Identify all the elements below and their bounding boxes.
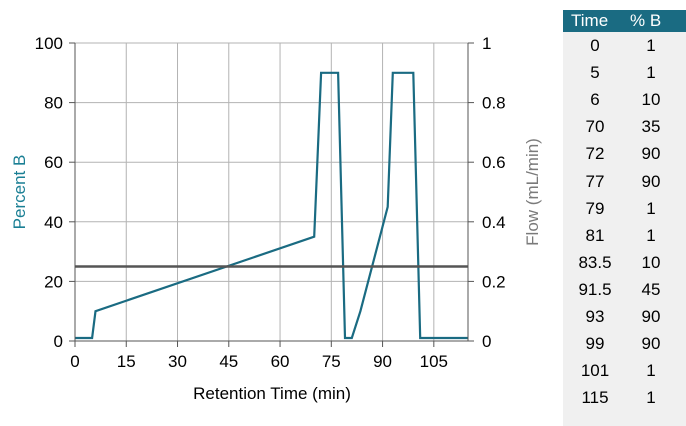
table-row: 115 1 (563, 384, 686, 411)
table-cell-time: 91.5 (578, 279, 612, 299)
table-cell-time: 72 (585, 144, 605, 164)
table-cell-time: 99 (585, 334, 605, 354)
table-row: 101 1 (563, 357, 686, 384)
y-tick-label: 80 (44, 94, 63, 113)
table-cell-percent-b: 1 (646, 63, 656, 83)
x-tick-label: 15 (117, 352, 136, 371)
table-row: 93 90 (563, 303, 686, 330)
table-cell-time: 83.5 (578, 252, 612, 272)
table-row: 72 90 (563, 140, 686, 167)
table-cell-percent-b: 1 (646, 225, 656, 245)
table-cell-percent-b: 10 (641, 90, 661, 110)
x-tick-label: 45 (219, 352, 238, 371)
y2-axis-label: Flow (mL/min) (523, 138, 542, 246)
table-row: 77 90 (563, 168, 686, 195)
table-cell-time: 5 (590, 63, 600, 83)
y2-tick-label: 0 (482, 332, 491, 351)
y-tick-label: 40 (44, 213, 63, 232)
gradient-table: 0 1 5 1 6 10 70 35 72 90 77 90 79 1 81 1 83.5 10 91.5 45 93 9… (563, 32, 686, 426)
table-cell-percent-b: 10 (641, 252, 661, 272)
table-row: 70 35 (563, 113, 686, 140)
table-row: 79 1 (563, 195, 686, 222)
y-axis-label: Percent B (10, 155, 29, 230)
table-row: 83.5 10 (563, 249, 686, 276)
table-cell-percent-b: 90 (641, 171, 661, 191)
gradient-chart: 0 15 30 45 60 75 90 105 0 20 40 60 80 100 0 0.2 0.4 0.6 0.… (10, 34, 542, 403)
y-tick-label: 20 (44, 272, 63, 291)
table-cell-time: 101 (580, 361, 610, 381)
table-cell-percent-b: 35 (641, 117, 661, 137)
table-header-time: Time (571, 11, 609, 30)
table-cell-time: 79 (585, 198, 605, 218)
y-tick-label: 100 (35, 34, 63, 53)
x-tick-label: 60 (271, 352, 290, 371)
x-tick-label: 30 (168, 352, 187, 371)
x-tick-label: 75 (322, 352, 341, 371)
table-row: 6 10 (563, 86, 686, 113)
y2-tick-label: 0.6 (482, 153, 506, 172)
y2-tick-label: 1 (482, 34, 491, 53)
table-cell-time: 93 (585, 307, 605, 326)
table-cell-time: 0 (590, 36, 600, 55)
table-cell-time: 115 (581, 388, 609, 408)
y2-tick-label: 0.8 (482, 94, 506, 113)
table-cell-percent-b: 90 (641, 334, 661, 354)
table-row: 81 1 (563, 222, 686, 249)
table-cell-time: 77 (585, 171, 605, 191)
y-tick-label: 0 (54, 332, 63, 351)
table-cell-percent-b: 90 (641, 307, 661, 326)
y2-tick-label: 0.2 (482, 272, 506, 291)
y-tick-label: 60 (44, 153, 63, 172)
y2-tick-label: 0.4 (482, 213, 506, 232)
table-cell-time: 81 (585, 225, 605, 245)
x-tick-label: 0 (70, 352, 79, 371)
series-layer (75, 71, 468, 340)
table-cell-percent-b: 90 (641, 144, 661, 164)
tick-labels: 0 15 30 45 60 75 90 105 0 20 40 60 80 100 0 0.2 0.4 0.6 0.… (35, 34, 506, 371)
table-cell-percent-b: 1 (646, 198, 656, 218)
table-cell-percent-b: 1 (646, 388, 656, 408)
table-row: 91.5 45 (563, 276, 686, 303)
table-cell-percent-b: 1 (646, 361, 656, 381)
x-axis-label: Retention Time (min) (193, 384, 351, 403)
table-cell-time: 70 (585, 117, 605, 137)
table-cell-percent-b: 45 (641, 279, 661, 299)
table-header: Time % B (563, 10, 686, 32)
table-header-percent-b: % B (630, 11, 662, 30)
table-row: 99 90 (563, 330, 686, 357)
axes (69, 42, 474, 347)
x-tick-label: 90 (373, 352, 392, 371)
table-cell-time: 6 (590, 90, 600, 110)
x-tick-label: 105 (420, 352, 448, 371)
table-cell-percent-b: 1 (646, 36, 656, 55)
percent-b-line (75, 71, 468, 340)
grid (74, 42, 468, 342)
